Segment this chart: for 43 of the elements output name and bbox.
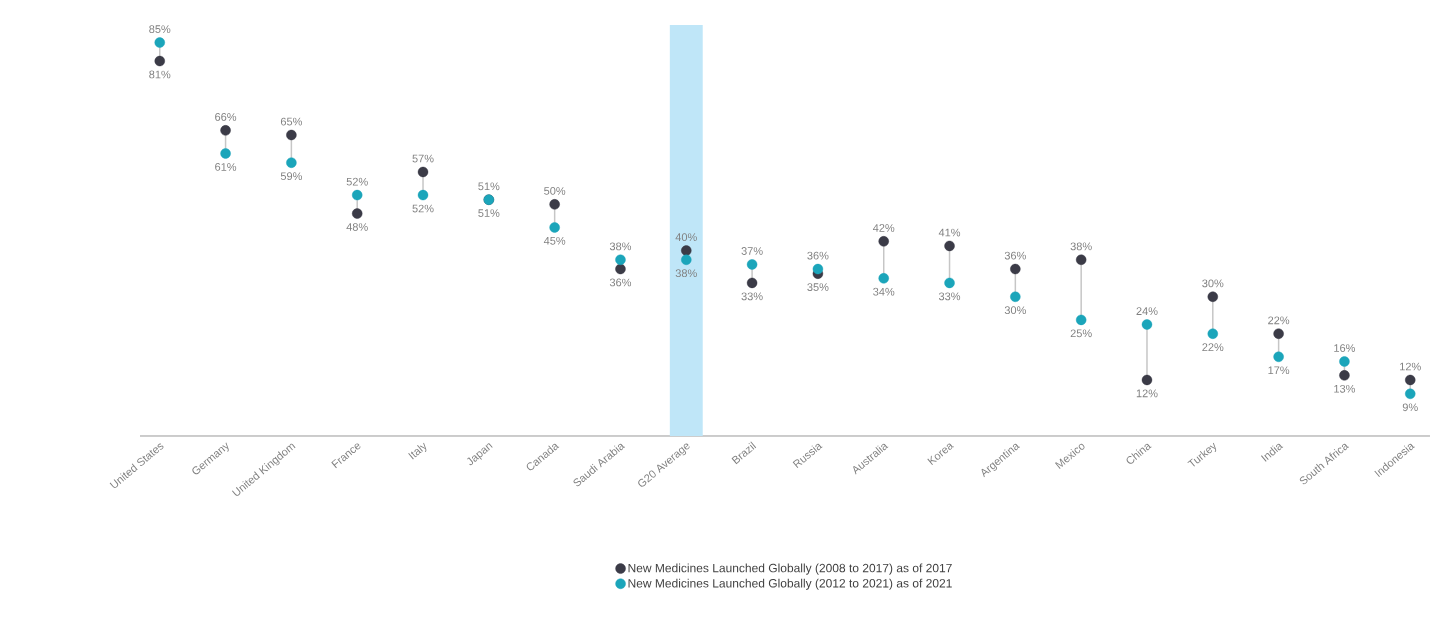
data-label: 33%	[938, 292, 961, 301]
data-label: 38%	[675, 269, 697, 278]
data-label: 37%	[741, 247, 763, 255]
data-label: 24%	[1136, 307, 1158, 315]
data-label: 12%	[1400, 362, 1421, 371]
data-label: 34%	[873, 287, 895, 296]
data-label: 45%	[543, 236, 566, 245]
data-label: 35%	[807, 283, 829, 291]
data-label: 85%	[149, 25, 171, 34]
data-label: 42%	[872, 224, 895, 232]
data-label: 52%	[346, 177, 368, 186]
data-label: 36%	[609, 278, 632, 287]
data-label: 33%	[741, 292, 763, 301]
data-label: 41%	[938, 228, 961, 237]
data-label: 30%	[1004, 306, 1026, 315]
data-label: 22%	[1202, 343, 1224, 352]
data-label: 61%	[215, 163, 237, 171]
data-label: 38%	[1070, 242, 1092, 251]
data-label: 38%	[609, 242, 632, 251]
data-label: 81%	[149, 70, 171, 79]
data-label: 51%	[478, 182, 500, 191]
data-label: 57%	[412, 154, 434, 163]
data-label: 66%	[215, 113, 237, 121]
data-label: 25%	[1070, 329, 1092, 338]
data-label: 36%	[807, 251, 829, 260]
legend-label: New Medicines Launched Globally (2012 to 2021) as of 2021	[628, 578, 952, 590]
data-label: 17%	[1268, 366, 1290, 375]
data-label: 16%	[1334, 344, 1356, 352]
data-label: 59%	[280, 172, 302, 181]
data-label: 9%	[1402, 403, 1418, 412]
data-label: 51%	[478, 209, 500, 217]
data-label: 13%	[1334, 384, 1356, 393]
data-label: 50%	[544, 187, 566, 195]
x-tick-label: Italy	[408, 442, 427, 460]
data-label: 40%	[675, 233, 697, 242]
legend-label: New Medicines Launched Globally (2008 to 2017) as of 2017	[628, 563, 952, 575]
data-label: 52%	[412, 204, 434, 213]
data-label: 12%	[1136, 389, 1158, 398]
data-label: 48%	[346, 223, 368, 231]
data-label: 36%	[1004, 251, 1026, 260]
data-label: 22%	[1268, 316, 1290, 325]
data-label: 65%	[280, 117, 302, 126]
data-label: 30%	[1202, 279, 1224, 288]
